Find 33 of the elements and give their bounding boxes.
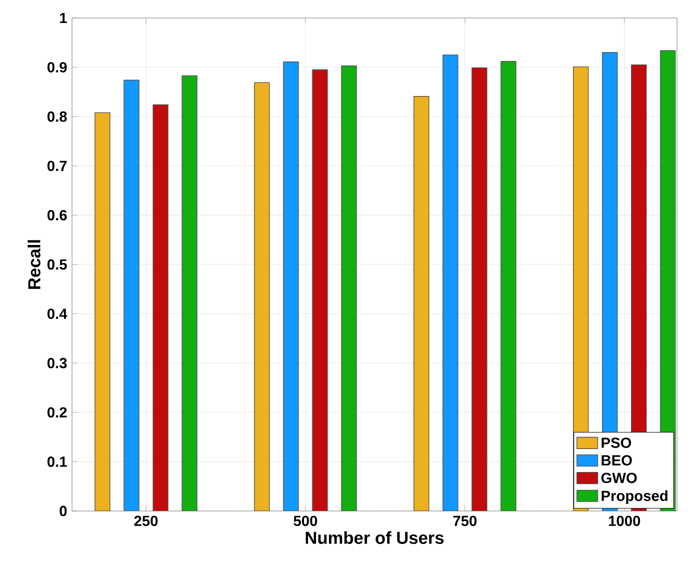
x-tick-label: 250 — [134, 516, 158, 526]
y-tick-label: 0.2 — [47, 407, 67, 418]
y-tick-label: 0.7 — [47, 160, 67, 172]
y-tick-label: 0.3 — [47, 358, 67, 368]
bar — [254, 82, 270, 511]
x-tick-label: 500 — [294, 516, 318, 526]
bar — [500, 61, 516, 511]
bar — [442, 54, 458, 511]
y-tick-label: 1 — [60, 12, 67, 24]
bar — [414, 96, 430, 511]
y-tick-label: 0.6 — [47, 210, 67, 220]
y-tick-label: 0.4 — [47, 308, 68, 319]
bar — [182, 75, 198, 511]
legend-label: BEO — [602, 455, 632, 466]
x-tick-label: 750 — [453, 516, 477, 526]
bar — [341, 65, 357, 511]
y-tick-label: 0 — [60, 506, 67, 516]
legend-label: GWO — [601, 472, 637, 484]
bar — [124, 80, 140, 511]
y-axis-title: Recall — [28, 240, 40, 289]
legend-label: PSO — [602, 438, 632, 448]
bar — [283, 62, 299, 511]
bar — [94, 112, 110, 511]
x-tick-label: 1000 — [608, 516, 640, 526]
bar — [152, 104, 168, 511]
x-axis-title: Number of Users — [306, 531, 444, 544]
y-tick-label: 0.9 — [47, 62, 67, 72]
bar — [472, 67, 488, 511]
y-tick-label: 0.5 — [47, 259, 67, 270]
bar — [312, 69, 328, 511]
legend-label: Proposed — [602, 490, 668, 504]
y-tick-label: 0.8 — [47, 111, 67, 122]
y-tick-label: 0.1 — [47, 456, 67, 467]
